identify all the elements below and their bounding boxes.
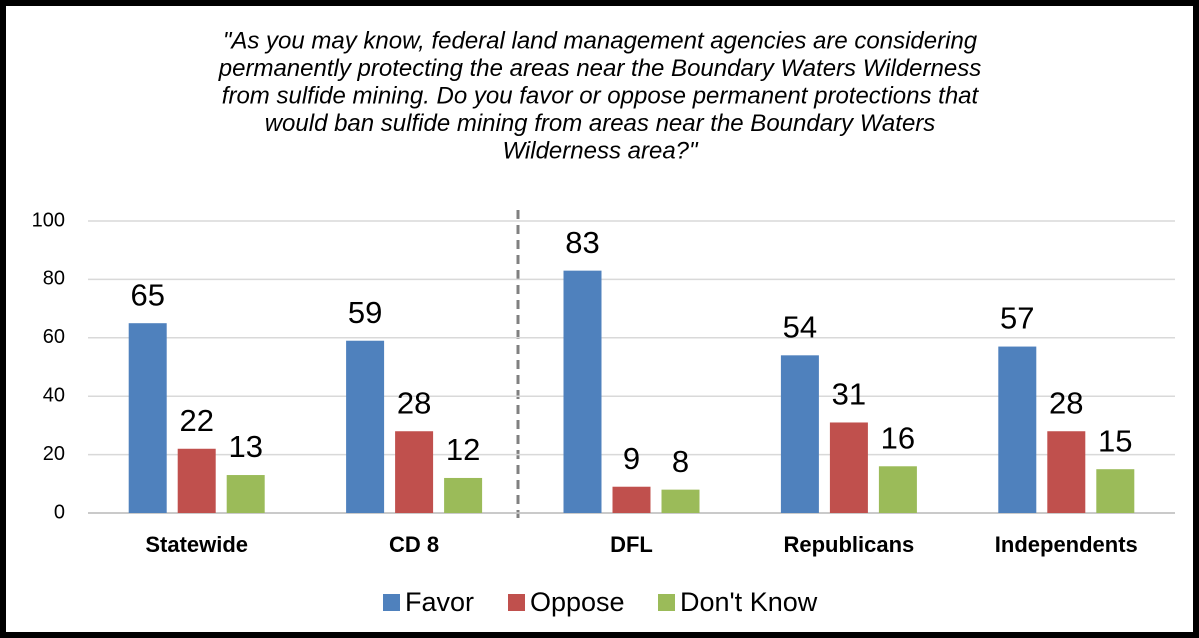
legend-swatch <box>508 594 525 611</box>
value-label: 13 <box>228 429 262 464</box>
x-tick-label: DFL <box>610 532 653 557</box>
value-label: 9 <box>623 441 640 476</box>
value-label: 65 <box>130 277 164 312</box>
value-label: 59 <box>348 295 382 330</box>
chart-title: would ban sulfide mining from areas near… <box>265 110 936 137</box>
x-tick-label: Statewide <box>145 532 248 557</box>
value-label: 15 <box>1098 423 1132 458</box>
value-label: 12 <box>446 432 480 467</box>
y-tick-label: 80 <box>43 268 65 290</box>
y-tick-label: 0 <box>54 501 65 523</box>
bar <box>1047 431 1086 513</box>
value-label: 54 <box>783 310 817 345</box>
value-label: 22 <box>179 403 213 438</box>
bar <box>878 466 917 513</box>
value-label: 8 <box>672 444 689 479</box>
bar <box>395 431 434 513</box>
y-tick-label: 20 <box>43 443 65 465</box>
bar <box>563 270 602 513</box>
chart-title: "As you may know, federal land managemen… <box>223 27 978 54</box>
bar <box>1096 469 1135 513</box>
bar <box>177 448 216 513</box>
legend-swatch <box>383 594 400 611</box>
bar <box>612 486 651 513</box>
bar <box>661 489 700 513</box>
legend-label: Favor <box>405 587 474 617</box>
bar <box>346 340 385 513</box>
legend-label: Don't Know <box>680 587 818 617</box>
x-tick-label: Republicans <box>783 532 914 557</box>
value-label: 28 <box>397 385 431 420</box>
legend-swatch <box>658 594 675 611</box>
chart-title: permanently protecting the areas near th… <box>218 55 981 82</box>
bar <box>128 323 167 513</box>
chart-title: Wilderness area?" <box>502 137 699 164</box>
value-label: 57 <box>1000 301 1034 336</box>
bar <box>780 355 819 513</box>
chart-title: from sulfide mining. Do you favor or opp… <box>222 82 980 109</box>
bar <box>444 477 483 513</box>
y-tick-label: 100 <box>32 209 65 231</box>
value-label: 31 <box>832 377 866 412</box>
x-tick-label: CD 8 <box>389 532 439 557</box>
bar <box>998 346 1037 513</box>
legend-label: Oppose <box>530 587 625 617</box>
y-tick-label: 40 <box>43 384 65 406</box>
x-tick-label: Independents <box>995 532 1138 557</box>
bar <box>829 422 868 513</box>
value-label: 16 <box>881 420 915 455</box>
value-label: 83 <box>565 225 599 260</box>
value-label: 28 <box>1049 385 1083 420</box>
bar <box>226 475 265 513</box>
y-tick-label: 60 <box>43 326 65 348</box>
